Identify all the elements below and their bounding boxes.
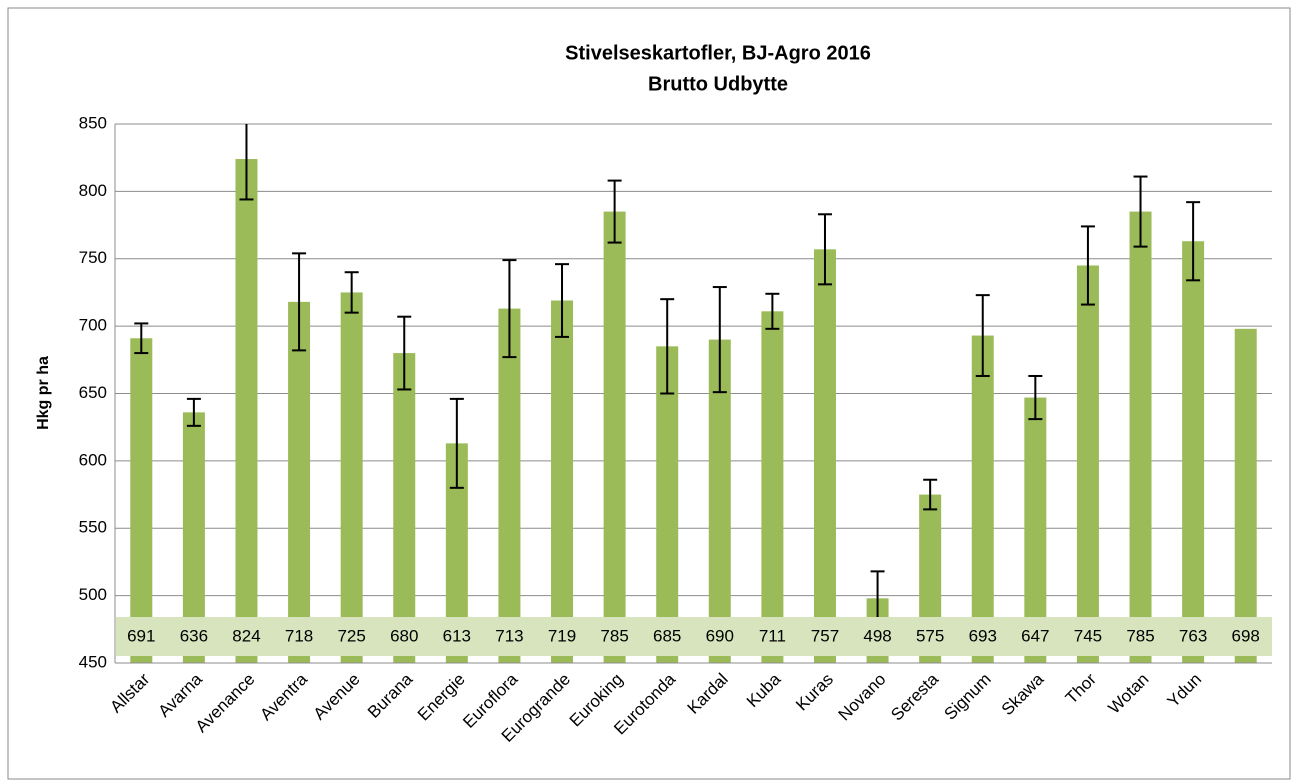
y-tick-label: 800 (79, 181, 107, 200)
error-bar (660, 298, 675, 395)
bar (656, 346, 679, 663)
error-bar (239, 124, 254, 201)
bar (813, 249, 836, 663)
y-axis-label: Hkg pr ha (35, 356, 52, 430)
chart-subtitle: Brutto Udbytte (648, 73, 788, 95)
error-bar (1080, 225, 1095, 306)
y-tick-label: 600 (79, 450, 107, 469)
data-label: 757 (811, 626, 839, 645)
bar (393, 353, 416, 663)
data-label: 636 (180, 626, 208, 645)
bar (340, 292, 363, 663)
data-label: 711 (759, 626, 786, 645)
data-label: 698 (1232, 626, 1260, 645)
bar (1182, 241, 1205, 663)
error-bar (607, 179, 622, 244)
bar (130, 338, 153, 663)
bar (445, 443, 468, 663)
data-label-band (116, 617, 1272, 656)
data-label: 498 (863, 626, 891, 645)
bars (130, 124, 1257, 663)
bar (1234, 328, 1257, 663)
data-label: 785 (600, 626, 628, 645)
bar (1129, 211, 1152, 663)
data-label: 680 (390, 626, 418, 645)
error-bar (817, 213, 832, 286)
data-label: 824 (232, 626, 260, 645)
bar (182, 412, 205, 663)
error-bar (1186, 201, 1201, 282)
data-label: 691 (127, 626, 155, 645)
bar (288, 301, 311, 663)
data-label: 785 (1126, 626, 1154, 645)
y-tick-label: 500 (79, 585, 107, 604)
data-label: 713 (495, 626, 523, 645)
error-bar (923, 478, 938, 511)
data-label: 575 (916, 626, 944, 645)
error-bar (397, 315, 412, 391)
y-tick-label: 650 (79, 383, 107, 402)
data-label: 719 (548, 626, 576, 645)
bar (1076, 265, 1099, 663)
data-label: 647 (1021, 626, 1049, 645)
error-bar (186, 397, 201, 427)
y-tick-label: 700 (79, 316, 107, 335)
error-bar (344, 271, 359, 314)
y-tick-label: 750 (79, 248, 107, 267)
y-tick-label: 850 (79, 113, 107, 132)
chart-title: Stivelseskartofler, BJ-Agro 2016 (565, 42, 871, 64)
bar (761, 311, 784, 663)
error-bar (712, 286, 727, 394)
data-label: 613 (443, 626, 471, 645)
data-label: 725 (337, 626, 365, 645)
error-bar (555, 263, 570, 338)
data-label: 718 (285, 626, 313, 645)
error-bar (1028, 374, 1043, 421)
error-bar (1133, 175, 1148, 248)
data-label: 745 (1074, 626, 1102, 645)
data-label: 690 (706, 626, 734, 645)
bar (498, 308, 521, 663)
data-label: 693 (969, 626, 997, 645)
data-label: 763 (1179, 626, 1207, 645)
error-bar (292, 252, 307, 352)
error-bar (502, 259, 517, 359)
bar (971, 335, 994, 663)
y-tick-label: 550 (79, 518, 107, 537)
bar (551, 300, 574, 663)
bar (603, 211, 626, 663)
error-bar (134, 322, 149, 355)
bar (1024, 397, 1047, 663)
data-label: 685 (653, 626, 681, 645)
error-bar (449, 397, 464, 489)
y-tick-label: 450 (79, 652, 107, 671)
error-bar (765, 292, 780, 330)
bar (708, 339, 731, 663)
bar (235, 159, 258, 663)
error-bar (975, 294, 990, 377)
